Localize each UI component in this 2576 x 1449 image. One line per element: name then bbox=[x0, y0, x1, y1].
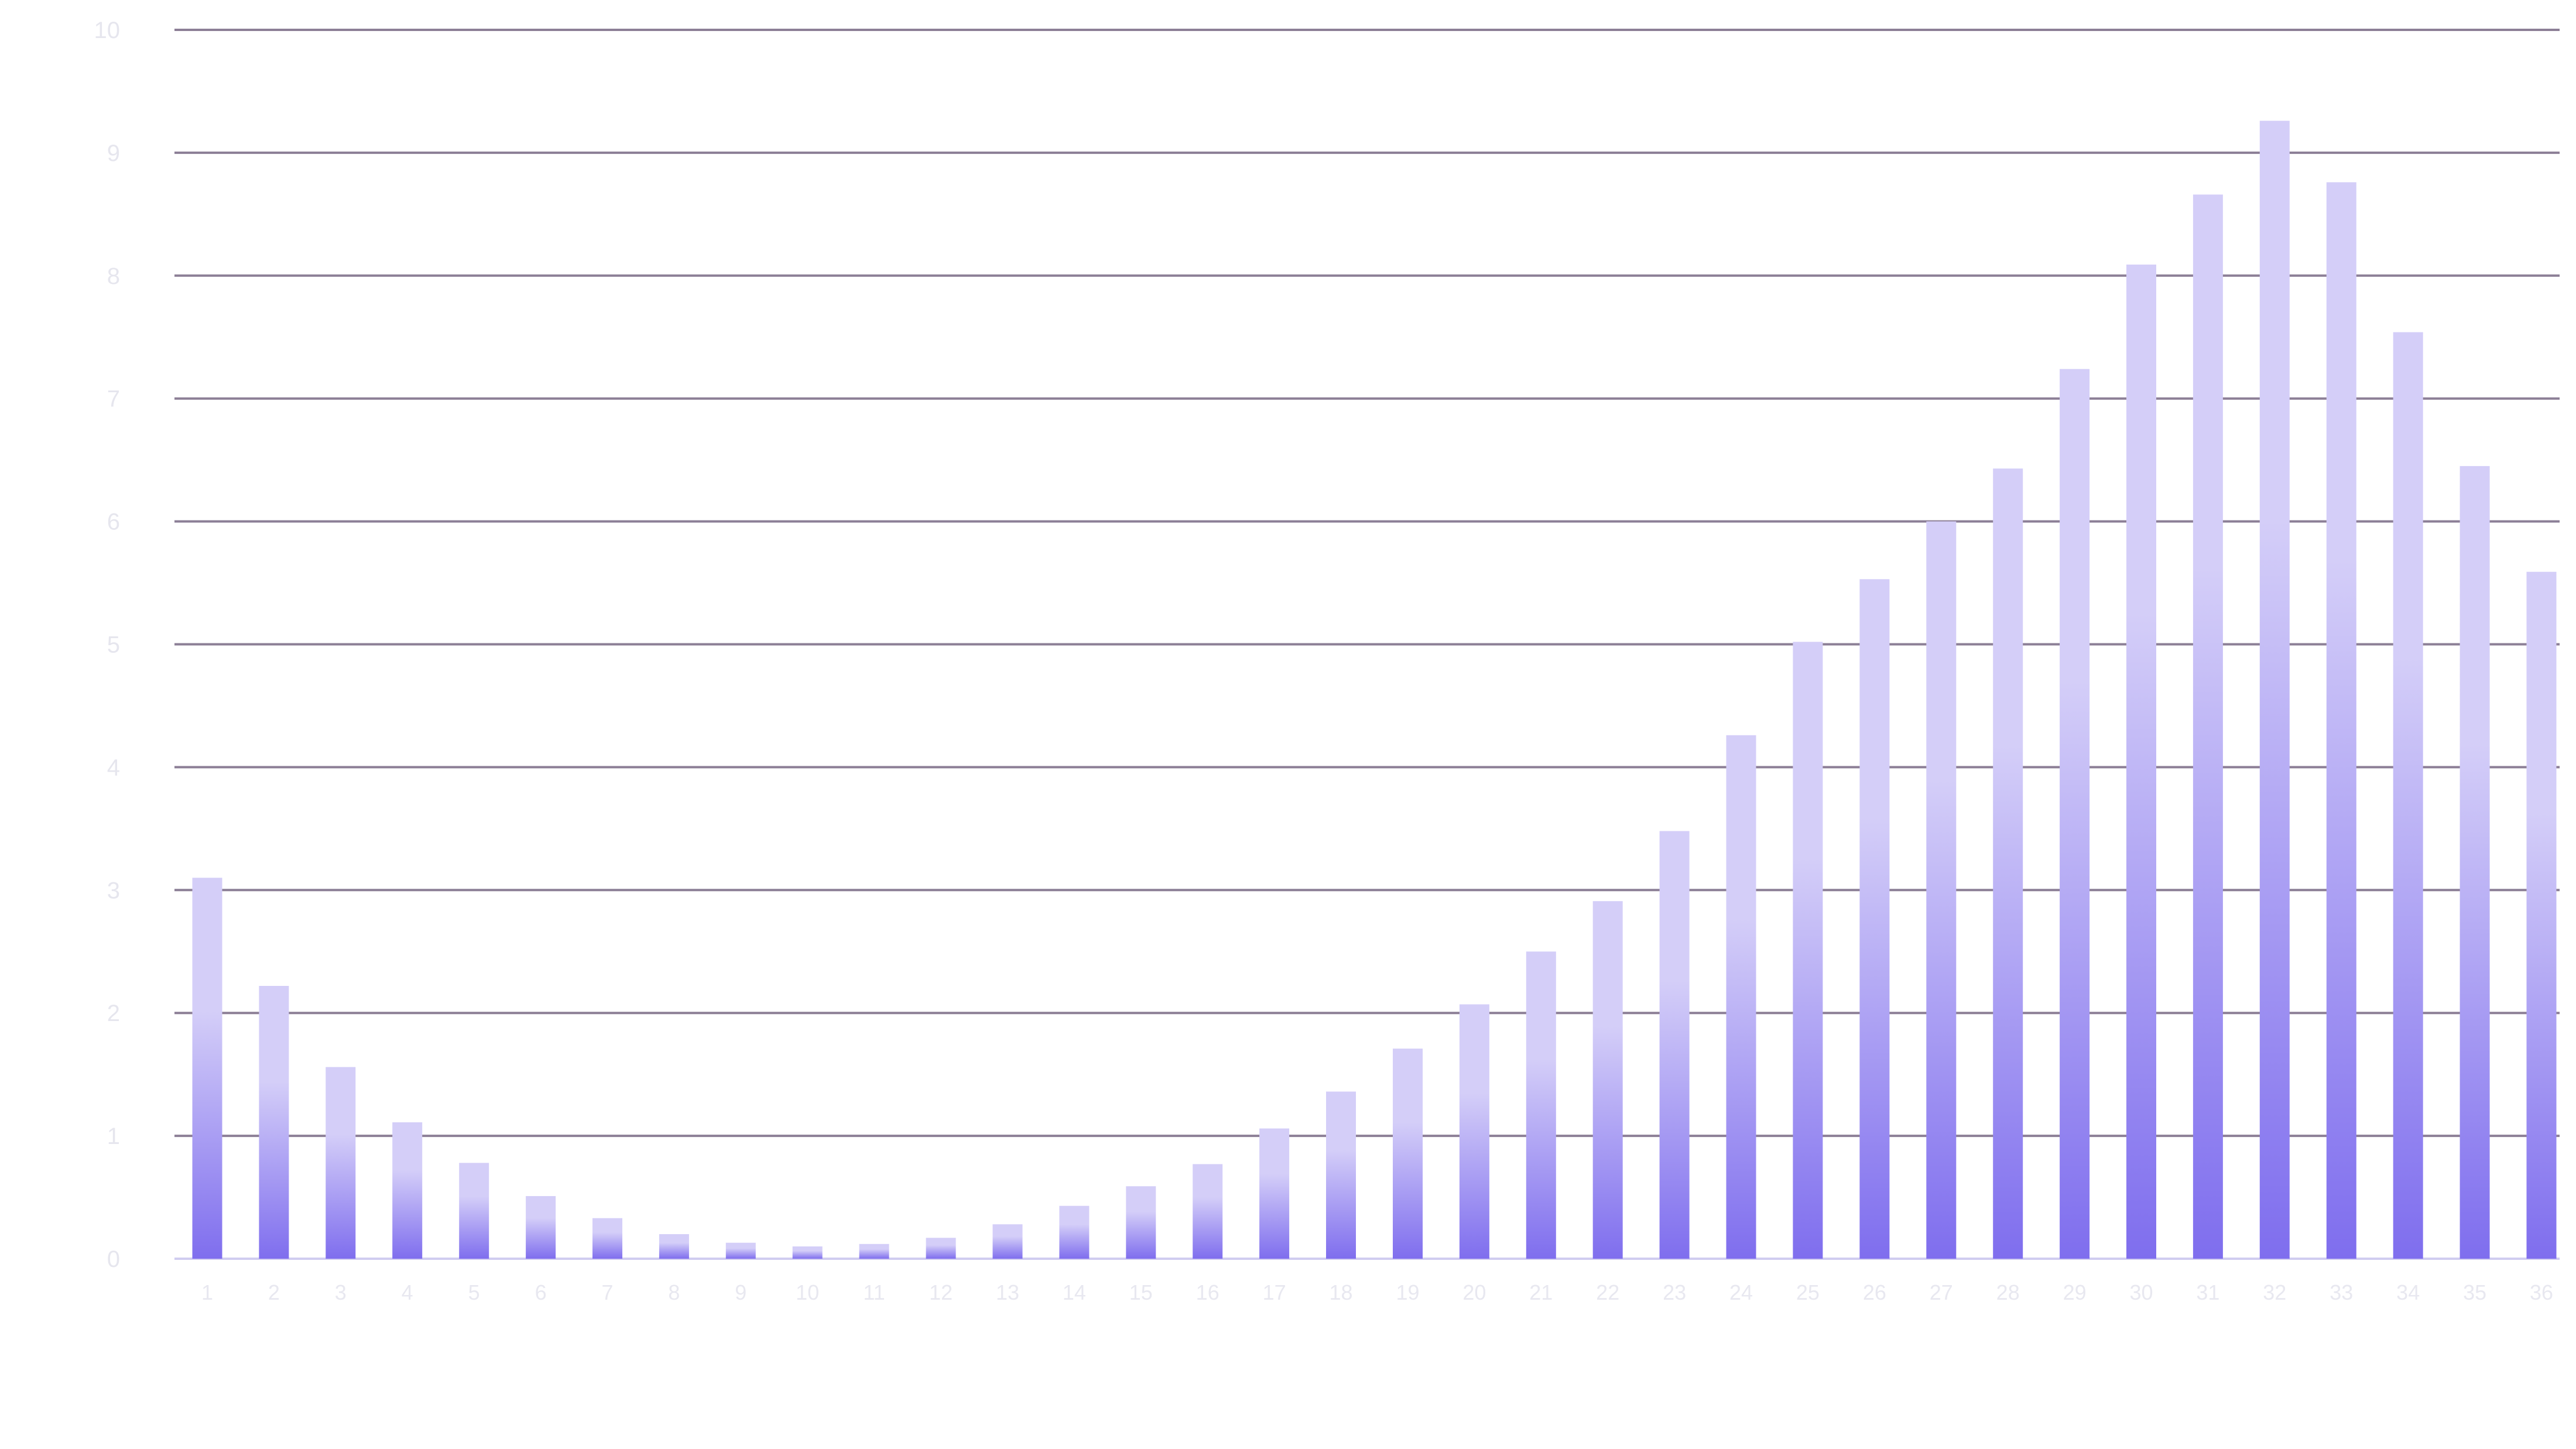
gridlines bbox=[174, 29, 2560, 1260]
x-tick-label: 25 bbox=[1796, 1280, 1820, 1304]
x-tick-label: 24 bbox=[1729, 1280, 1753, 1304]
x-tick-label: 8 bbox=[668, 1280, 680, 1304]
bar bbox=[1193, 1164, 1223, 1259]
bar bbox=[259, 986, 289, 1259]
x-tick-label: 6 bbox=[535, 1280, 547, 1304]
bar bbox=[1993, 468, 2023, 1259]
bar bbox=[992, 1224, 1023, 1259]
x-tick-label: 36 bbox=[2530, 1280, 2553, 1304]
bar bbox=[326, 1067, 356, 1259]
x-tick-label: 27 bbox=[1930, 1280, 1953, 1304]
bar bbox=[526, 1196, 556, 1259]
x-tick-label: 35 bbox=[2463, 1280, 2486, 1304]
x-tick-label: 29 bbox=[2063, 1280, 2087, 1304]
x-tick-label: 3 bbox=[335, 1280, 347, 1304]
x-tick-label: 2 bbox=[268, 1280, 280, 1304]
x-tick-label: 26 bbox=[1863, 1280, 1886, 1304]
x-tick-label: 21 bbox=[1529, 1280, 1553, 1304]
y-tick-label: 9 bbox=[107, 141, 120, 166]
x-tick-label: 9 bbox=[735, 1280, 746, 1304]
bar bbox=[2326, 182, 2356, 1259]
x-tick-label: 28 bbox=[1996, 1280, 2020, 1304]
x-tick-label: 19 bbox=[1396, 1280, 1419, 1304]
x-tick-label: 16 bbox=[1196, 1280, 1220, 1304]
x-tick-label: 14 bbox=[1063, 1280, 1086, 1304]
bar bbox=[459, 1163, 489, 1259]
bar bbox=[1726, 735, 1756, 1259]
x-tick-label: 12 bbox=[929, 1280, 953, 1304]
y-tick-label: 8 bbox=[107, 263, 120, 289]
bar bbox=[926, 1238, 956, 1259]
bar bbox=[2259, 121, 2290, 1259]
x-tick-label: 32 bbox=[2263, 1280, 2286, 1304]
y-tick-label: 7 bbox=[107, 386, 120, 412]
bar bbox=[859, 1244, 889, 1259]
y-tick-label: 2 bbox=[107, 1001, 120, 1026]
x-tick-label: 34 bbox=[2396, 1280, 2420, 1304]
bar bbox=[2126, 264, 2156, 1259]
bar bbox=[1393, 1049, 1423, 1259]
y-tick-label: 5 bbox=[107, 632, 120, 658]
x-tick-label: 22 bbox=[1596, 1280, 1619, 1304]
x-tick-label: 18 bbox=[1329, 1280, 1352, 1304]
bar bbox=[1659, 831, 1690, 1259]
bar bbox=[2393, 332, 2423, 1259]
x-tick-label: 30 bbox=[2129, 1280, 2153, 1304]
bar bbox=[1926, 521, 1957, 1259]
y-tick-label: 6 bbox=[107, 509, 120, 535]
x-tick-label: 33 bbox=[2330, 1280, 2353, 1304]
y-axis: 0 1 2 3 4 5 6 7 8 9 10 bbox=[94, 18, 121, 1272]
y-tick-label: 0 bbox=[107, 1246, 120, 1272]
x-tick-label: 23 bbox=[1663, 1280, 1686, 1304]
y-tick-label: 1 bbox=[107, 1123, 120, 1149]
bar bbox=[1592, 901, 1623, 1259]
x-axis: 1 2 3 4 5 6 7 8 9 10 11 12 13 14 15 16 17 18 19 20 21 22 23 24 2… bbox=[201, 1280, 2553, 1304]
bar bbox=[1259, 1128, 1290, 1259]
bar bbox=[1859, 579, 1890, 1259]
x-tick-label: 4 bbox=[402, 1280, 413, 1304]
bar bbox=[792, 1246, 823, 1259]
bar bbox=[1459, 1004, 1489, 1259]
bar bbox=[1793, 642, 1823, 1259]
bar bbox=[192, 878, 222, 1259]
x-tick-label: 1 bbox=[201, 1280, 213, 1304]
x-tick-label: 7 bbox=[601, 1280, 613, 1304]
x-tick-label: 5 bbox=[468, 1280, 480, 1304]
bar bbox=[1059, 1205, 1090, 1259]
bar bbox=[592, 1218, 622, 1259]
bar bbox=[1526, 951, 1556, 1259]
bar bbox=[392, 1122, 423, 1259]
bar bbox=[659, 1234, 689, 1259]
x-tick-label: 31 bbox=[2196, 1280, 2219, 1304]
bar bbox=[2193, 194, 2223, 1259]
y-tick-label: 10 bbox=[94, 18, 121, 43]
y-tick-label: 3 bbox=[107, 878, 120, 903]
x-tick-label: 20 bbox=[1462, 1280, 1486, 1304]
x-tick-label: 11 bbox=[863, 1280, 885, 1304]
bar bbox=[1326, 1091, 1356, 1259]
x-tick-label: 13 bbox=[996, 1280, 1019, 1304]
x-tick-label: 17 bbox=[1263, 1280, 1286, 1304]
bar bbox=[1126, 1186, 1156, 1259]
y-tick-label: 4 bbox=[107, 755, 120, 780]
bars bbox=[192, 121, 2557, 1259]
bar bbox=[2526, 571, 2557, 1259]
bar bbox=[2060, 369, 2090, 1259]
x-tick-label: 15 bbox=[1129, 1280, 1153, 1304]
bar bbox=[2459, 466, 2490, 1259]
bar bbox=[725, 1242, 756, 1259]
x-tick-label: 10 bbox=[796, 1280, 819, 1304]
